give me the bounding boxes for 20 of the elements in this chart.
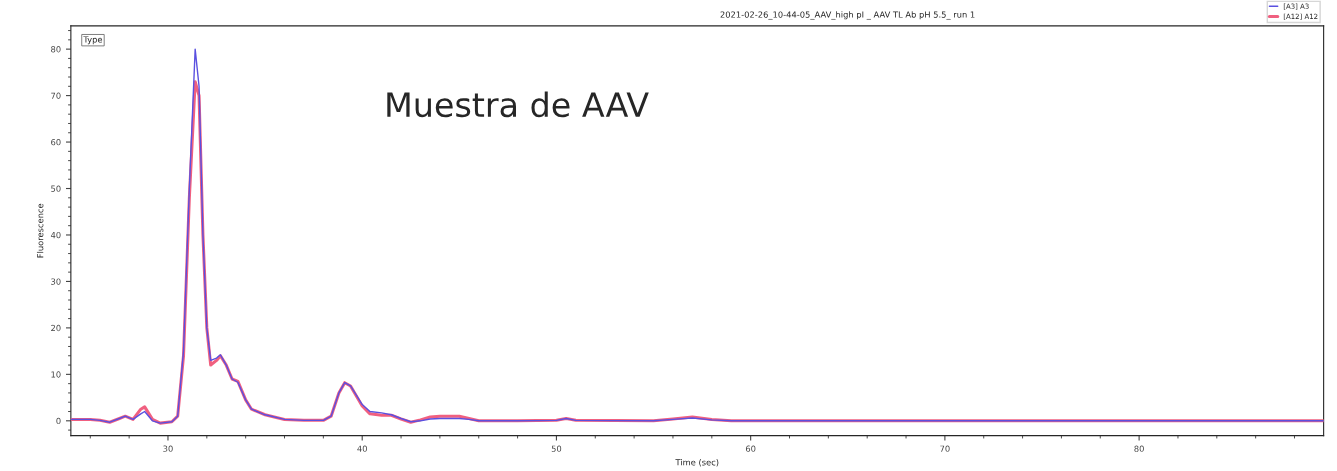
y-tick-label: 80 bbox=[51, 46, 61, 53]
x-tick-label: 80 bbox=[1134, 445, 1144, 452]
annotation: Type bbox=[83, 36, 103, 45]
x-tick-label: 70 bbox=[940, 445, 950, 452]
x-axis-title: Time (sec) bbox=[675, 459, 719, 467]
y-tick-label: 40 bbox=[50, 231, 61, 239]
y-tick-label: 60 bbox=[51, 139, 61, 146]
y-tick-label: 0 bbox=[56, 417, 61, 425]
y-tick-label: 50 bbox=[51, 185, 61, 192]
y-axis-title: Fluorescence bbox=[36, 203, 44, 258]
x-tick-label: 60 bbox=[745, 445, 756, 452]
x-tick-label: 50 bbox=[551, 445, 562, 452]
annotation: Muestra de AAV bbox=[387, 91, 649, 118]
chart-title: 2021-02-26_10-44-05_AAV_high pI _ AAV TL Ab pH 5.5_ run 1 bbox=[720, 11, 975, 20]
y-tick-label: 30 bbox=[51, 278, 61, 285]
x-tick-label: 40 bbox=[357, 445, 367, 452]
x-tick-label: 30 bbox=[163, 445, 173, 452]
y-tick-label: 20 bbox=[51, 324, 61, 332]
y-tick-label: 70 bbox=[51, 92, 61, 99]
y-tick-label: 10 bbox=[51, 371, 61, 378]
